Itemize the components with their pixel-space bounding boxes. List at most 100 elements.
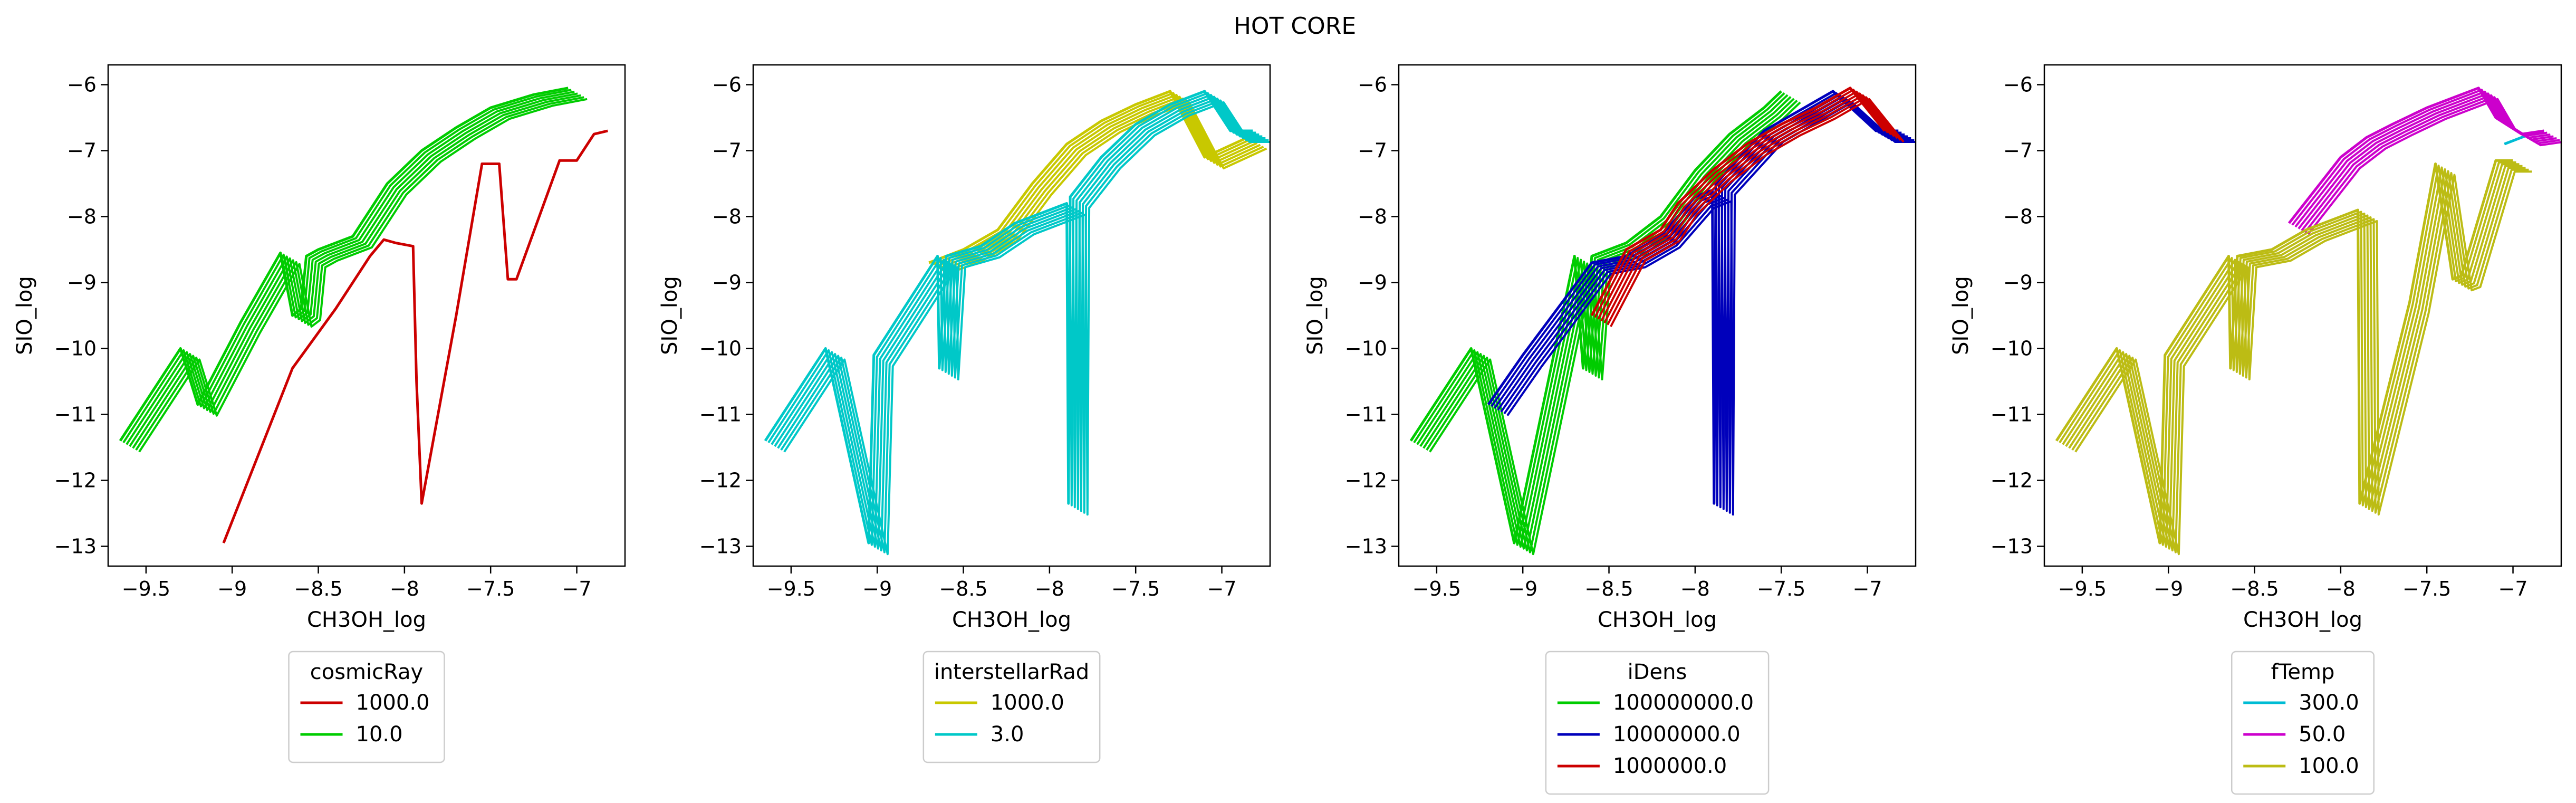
series-band-line [122, 89, 572, 444]
plot-frame [2043, 64, 2562, 567]
legend-title: cosmicRay [310, 660, 423, 684]
chart-panel-4: −9.5 −9 −8.5 −8 −7.5 −7 −13 −12 −11 −10 −9 −8 −7 −6 CH… [1949, 64, 2562, 795]
y-axis-label: SIO_log [1303, 276, 1328, 355]
series-band-line [126, 90, 575, 445]
x-tick-label: −9 [217, 577, 247, 600]
x-tick-label: −9.5 [2058, 577, 2107, 600]
y-axis-label: SIO_log [13, 276, 37, 355]
y-tick-label: −13 [54, 535, 97, 558]
series-band-line [132, 94, 581, 449]
series-group [119, 87, 608, 544]
series-band-line [1594, 89, 1889, 318]
series-band-line [1600, 92, 1895, 322]
series-band-line [938, 95, 1258, 270]
series-band-line [780, 99, 1269, 553]
series-band-line [771, 94, 1260, 548]
legend: interstellarRad 1000.0 3.0 [922, 651, 1101, 763]
x-tick-label: −7 [562, 577, 592, 600]
series-band-line [774, 95, 1263, 550]
x-tick-label: −9.5 [767, 577, 815, 600]
y-tick-label: −11 [1345, 403, 1387, 426]
series-line [1590, 87, 1886, 317]
series-band-line [947, 101, 1267, 275]
legend-entry-label: 100.0 [2299, 754, 2359, 778]
y-tick-label: −6 [712, 73, 742, 97]
y-tick-label: −9 [712, 271, 742, 294]
chart-panel-1: −9.5 −9 −8.5 −8 −7.5 −7 −13 −12 −11 −10 −9 −8 −7 −6 CH… [13, 64, 626, 763]
x-tick-label: −8 [2326, 577, 2356, 600]
x-tick-label: −8 [1680, 577, 1710, 600]
x-tick-label: −8.5 [939, 577, 987, 600]
legend: fTemp 300.0 50.0 100.0 [2231, 651, 2375, 795]
legend-entry-label: 100000000.0 [1613, 691, 1754, 715]
legend-box [1545, 651, 1770, 795]
y-tick-label: −6 [67, 73, 97, 97]
series-group [1409, 87, 1916, 556]
y-tick-label: −6 [1358, 73, 1387, 97]
y-tick-label: −10 [1991, 337, 2033, 360]
y-tick-label: −13 [1991, 535, 2033, 558]
legend-entry-label: 1000.0 [356, 691, 430, 715]
y-tick-label: −11 [1991, 403, 2033, 426]
x-tick-label: −7.5 [2402, 577, 2451, 600]
series-band-line [2074, 170, 2532, 556]
series-line [1487, 90, 1899, 505]
series-band-line [941, 98, 1261, 271]
legend-title: iDens [1628, 660, 1687, 684]
x-tick-label: −9 [1508, 577, 1537, 600]
y-tick-label: −9 [2003, 271, 2033, 294]
legend-box [2231, 651, 2375, 795]
y-tick-label: −10 [1345, 337, 1387, 360]
y-tick-label: −10 [54, 337, 97, 360]
y-tick-label: −7 [1358, 139, 1387, 162]
series-band-line [2307, 98, 2561, 235]
x-axis-label: CH3OH_log [2243, 608, 2362, 632]
x-tick-label: −7 [2498, 577, 2528, 600]
series-band-line [1416, 94, 1789, 548]
series-band-line [1491, 92, 1902, 506]
y-tick-label: −13 [1345, 535, 1387, 558]
y-axis-label: SIO_log [1949, 276, 1973, 355]
legend-entry-label: 10000000.0 [1613, 722, 1741, 747]
series-band-line [783, 101, 1270, 556]
series-band-line [135, 96, 584, 451]
x-axis-label: CH3OH_log [307, 608, 426, 632]
legend-entry-label: 1000.0 [991, 691, 1064, 715]
series-line [222, 129, 608, 544]
series-band-line [1610, 98, 1905, 327]
x-tick-label: −8 [1035, 577, 1064, 600]
y-tick-label: −12 [54, 469, 97, 492]
legend-title: fTemp [2271, 660, 2335, 684]
series-band-line [138, 98, 588, 453]
legend-entry-label: 300.0 [2299, 691, 2359, 715]
series-band-line [1597, 90, 1892, 320]
y-tick-label: −6 [2003, 73, 2033, 97]
x-tick-label: −9.5 [122, 577, 170, 600]
y-tick-label: −8 [67, 205, 97, 228]
legend: cosmicRay 1000.0 10.0 [288, 651, 445, 763]
x-tick-label: −8.5 [294, 577, 342, 600]
chart-panel-3: −9.5 −9 −8.5 −8 −7.5 −7 −13 −12 −11 −10 −9 −8 −7 −6 CH… [1303, 64, 1917, 795]
x-tick-label: −9 [862, 577, 892, 600]
y-tick-label: −12 [699, 469, 742, 492]
legend-entry-label: 10.0 [356, 722, 403, 747]
y-tick-label: −10 [699, 337, 742, 360]
legend: iDens 100000000.0 10000000.0 1000000.0 [1545, 651, 1770, 795]
y-tick-label: −13 [699, 535, 742, 558]
y-tick-label: −11 [699, 403, 742, 426]
figure-title: HOT CORE [1234, 13, 1356, 40]
y-axis-label: SIO_log [658, 276, 682, 355]
y-tick-label: −9 [1358, 271, 1387, 294]
y-tick-label: −11 [54, 403, 97, 426]
series-group [2055, 87, 2561, 556]
x-axis-label: CH3OH_log [952, 608, 1071, 632]
series-band-line [1419, 96, 1792, 550]
x-axis-label: CH3OH_log [1598, 608, 1717, 632]
series-band-line [1607, 96, 1901, 326]
series-line [119, 87, 569, 442]
series-line [764, 90, 1253, 544]
x-tick-label: −8 [390, 577, 419, 600]
y-tick-label: −8 [712, 205, 742, 228]
y-tick-label: −8 [1358, 205, 1387, 228]
